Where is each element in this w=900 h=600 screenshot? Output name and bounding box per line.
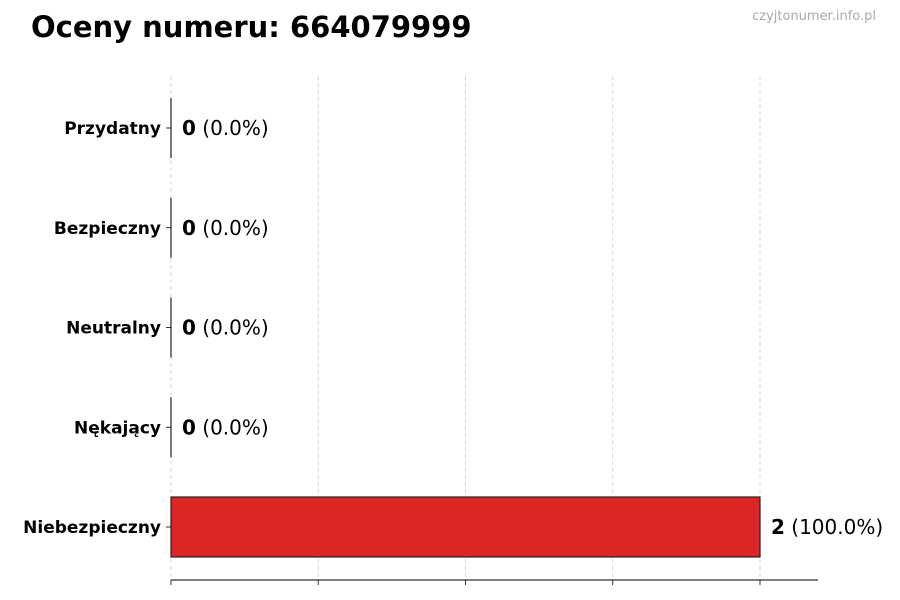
y-tick-label: Przydatny: [64, 119, 161, 139]
chart-title: Oceny numeru: 664079999: [31, 10, 472, 44]
data-label-percent: (0.0%): [196, 415, 269, 439]
data-label-value: 0: [182, 316, 196, 340]
data-label: 0 (0.0%): [182, 316, 269, 340]
data-label-percent: (0.0%): [196, 116, 269, 140]
data-label-value: 0: [182, 415, 196, 439]
data-label-percent: (0.0%): [196, 316, 269, 340]
data-label-value: 0: [182, 116, 196, 140]
data-label-value: 0: [182, 216, 196, 240]
y-tick-label: Niebezpieczny: [23, 518, 161, 538]
data-label-percent: (0.0%): [196, 216, 269, 240]
y-tick-label: Nękający: [74, 418, 161, 438]
bar: [170, 496, 761, 558]
watermark: czyjtonumer.info.pl: [752, 9, 876, 24]
y-tick-label: Bezpieczny: [54, 219, 161, 239]
data-label: 0 (0.0%): [182, 116, 269, 140]
data-label-value: 2: [771, 515, 785, 539]
data-label: 0 (0.0%): [182, 216, 269, 240]
data-label: 0 (0.0%): [182, 415, 269, 439]
y-tick-label: Neutralny: [66, 319, 161, 339]
data-label-percent: (100.0%): [785, 515, 883, 539]
data-label: 2 (100.0%): [771, 515, 883, 539]
